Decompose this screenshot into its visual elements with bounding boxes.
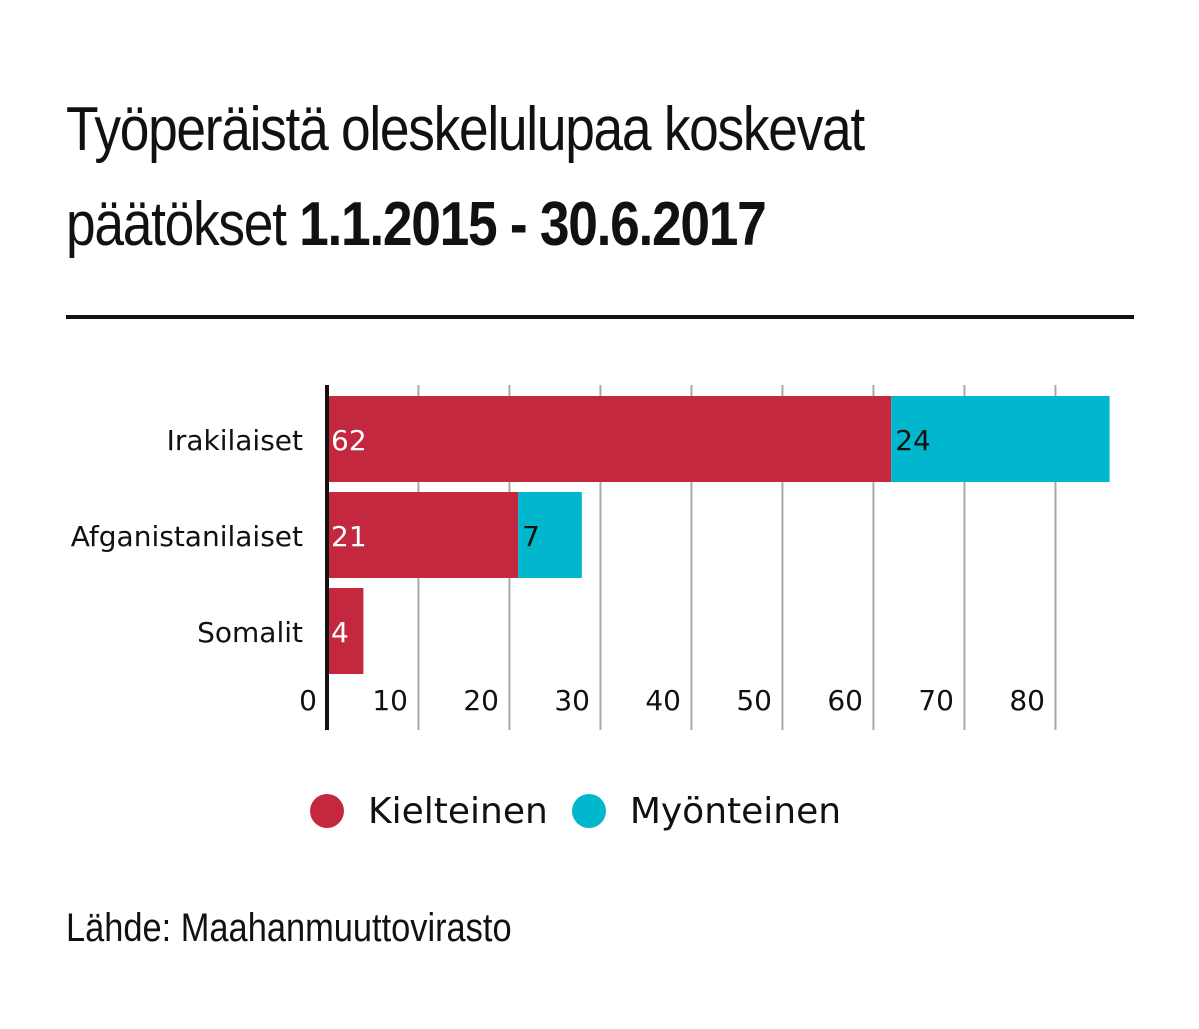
title-line-2-prefix: päätökset	[66, 190, 300, 259]
x-tick-label-70: 70	[918, 684, 954, 717]
bars: 62 24 21 7 4	[327, 396, 1110, 674]
legend-item-kielteinen: Kielteinen	[310, 791, 548, 832]
data-label-afganistanilaiset-kielteinen: 21	[331, 520, 367, 553]
chart-title: Työperäistä oleskelulupaa koskevat päätö…	[66, 82, 995, 272]
legend: Kielteinen Myönteinen	[310, 786, 865, 836]
x-tick-label-80: 80	[1009, 684, 1045, 717]
legend-dot-kielteinen	[310, 794, 344, 828]
data-label-irakilaiset-myönteinen: 24	[895, 424, 931, 457]
x-tick-label-50: 50	[736, 684, 772, 717]
x-tick-label-20: 20	[463, 684, 499, 717]
bar-irakilaiset-myönteinen	[891, 396, 1110, 482]
category-label-somalit: Somalit	[197, 616, 303, 649]
x-tick-labels: 0 10 20 30 40 50 60 70 80	[299, 684, 1045, 717]
x-tick-label-30: 30	[554, 684, 590, 717]
x-tick-label-40: 40	[645, 684, 681, 717]
data-label-irakilaiset-kielteinen: 62	[331, 424, 367, 457]
legend-label-myonteinen: Myönteinen	[629, 790, 842, 832]
category-label-afganistanilaiset: Afganistanilaiset	[71, 520, 303, 553]
data-label-afganistanilaiset-myönteinen: 7	[522, 520, 540, 553]
title-divider	[66, 315, 1134, 319]
legend-dot-myonteinen	[571, 794, 606, 828]
bar-afganistanilaiset-kielteinen	[327, 492, 519, 578]
bar-irakilaiset-kielteinen	[327, 396, 892, 482]
x-tick-label-0: 0	[299, 684, 317, 717]
bar-afganistanilaiset-myönteinen	[518, 492, 582, 578]
title-line-2: päätökset 1.1.2015 - 30.6.2017	[66, 177, 995, 272]
data-label-somalit-kielteinen: 4	[331, 616, 349, 649]
source-note: Lähde: Maahanmuuttovirasto	[66, 906, 512, 950]
category-label-irakilaiset: Irakilaiset	[167, 424, 303, 457]
title-line-1: Työperäistä oleskelulupaa koskevat	[66, 95, 865, 164]
bar-somalit-kielteinen	[327, 588, 364, 674]
x-tick-label-10: 10	[372, 684, 408, 717]
legend-label-kielteinen: Kielteinen	[368, 790, 548, 832]
category-labels: Irakilaiset Afganistanilaiset Somalit	[71, 424, 303, 649]
bar-chart: 62 24 21 7 4 Irakilaiset Afganistanilaiset Som…	[71, 385, 1110, 730]
legend-item-myonteinen: Myönteinen	[571, 790, 842, 832]
x-tick-label-60: 60	[827, 684, 863, 717]
title-date-range: 1.1.2015 - 30.6.2017	[299, 190, 767, 259]
